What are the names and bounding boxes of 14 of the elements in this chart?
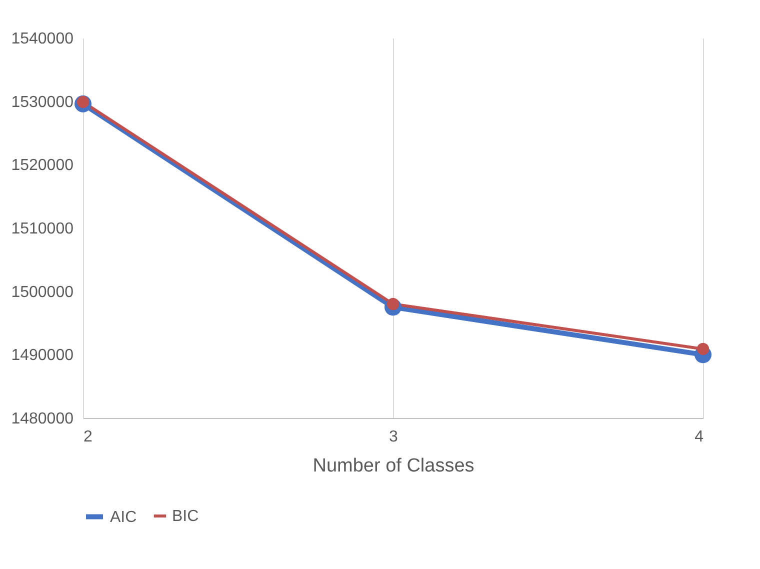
y-tick-label: 1530000 [11, 94, 74, 111]
x-tick-label: 3 [389, 428, 398, 446]
x-tick-label: 2 [84, 428, 92, 446]
x-tick-label: 4 [694, 428, 704, 446]
y-tick-label: 1540000 [11, 30, 74, 48]
y-tick-label: 1500000 [11, 284, 74, 301]
legend-label: AIC [110, 508, 137, 526]
y-tick-label: 1520000 [11, 157, 74, 174]
y-tick-label: 1490000 [11, 347, 74, 364]
y-tick-label: 1510000 [11, 220, 74, 238]
x-axis-title: Number of Classes [312, 456, 474, 476]
point [696, 342, 710, 356]
y-tick-label: 1480000 [11, 410, 74, 428]
legend-label: BIC [172, 508, 199, 525]
